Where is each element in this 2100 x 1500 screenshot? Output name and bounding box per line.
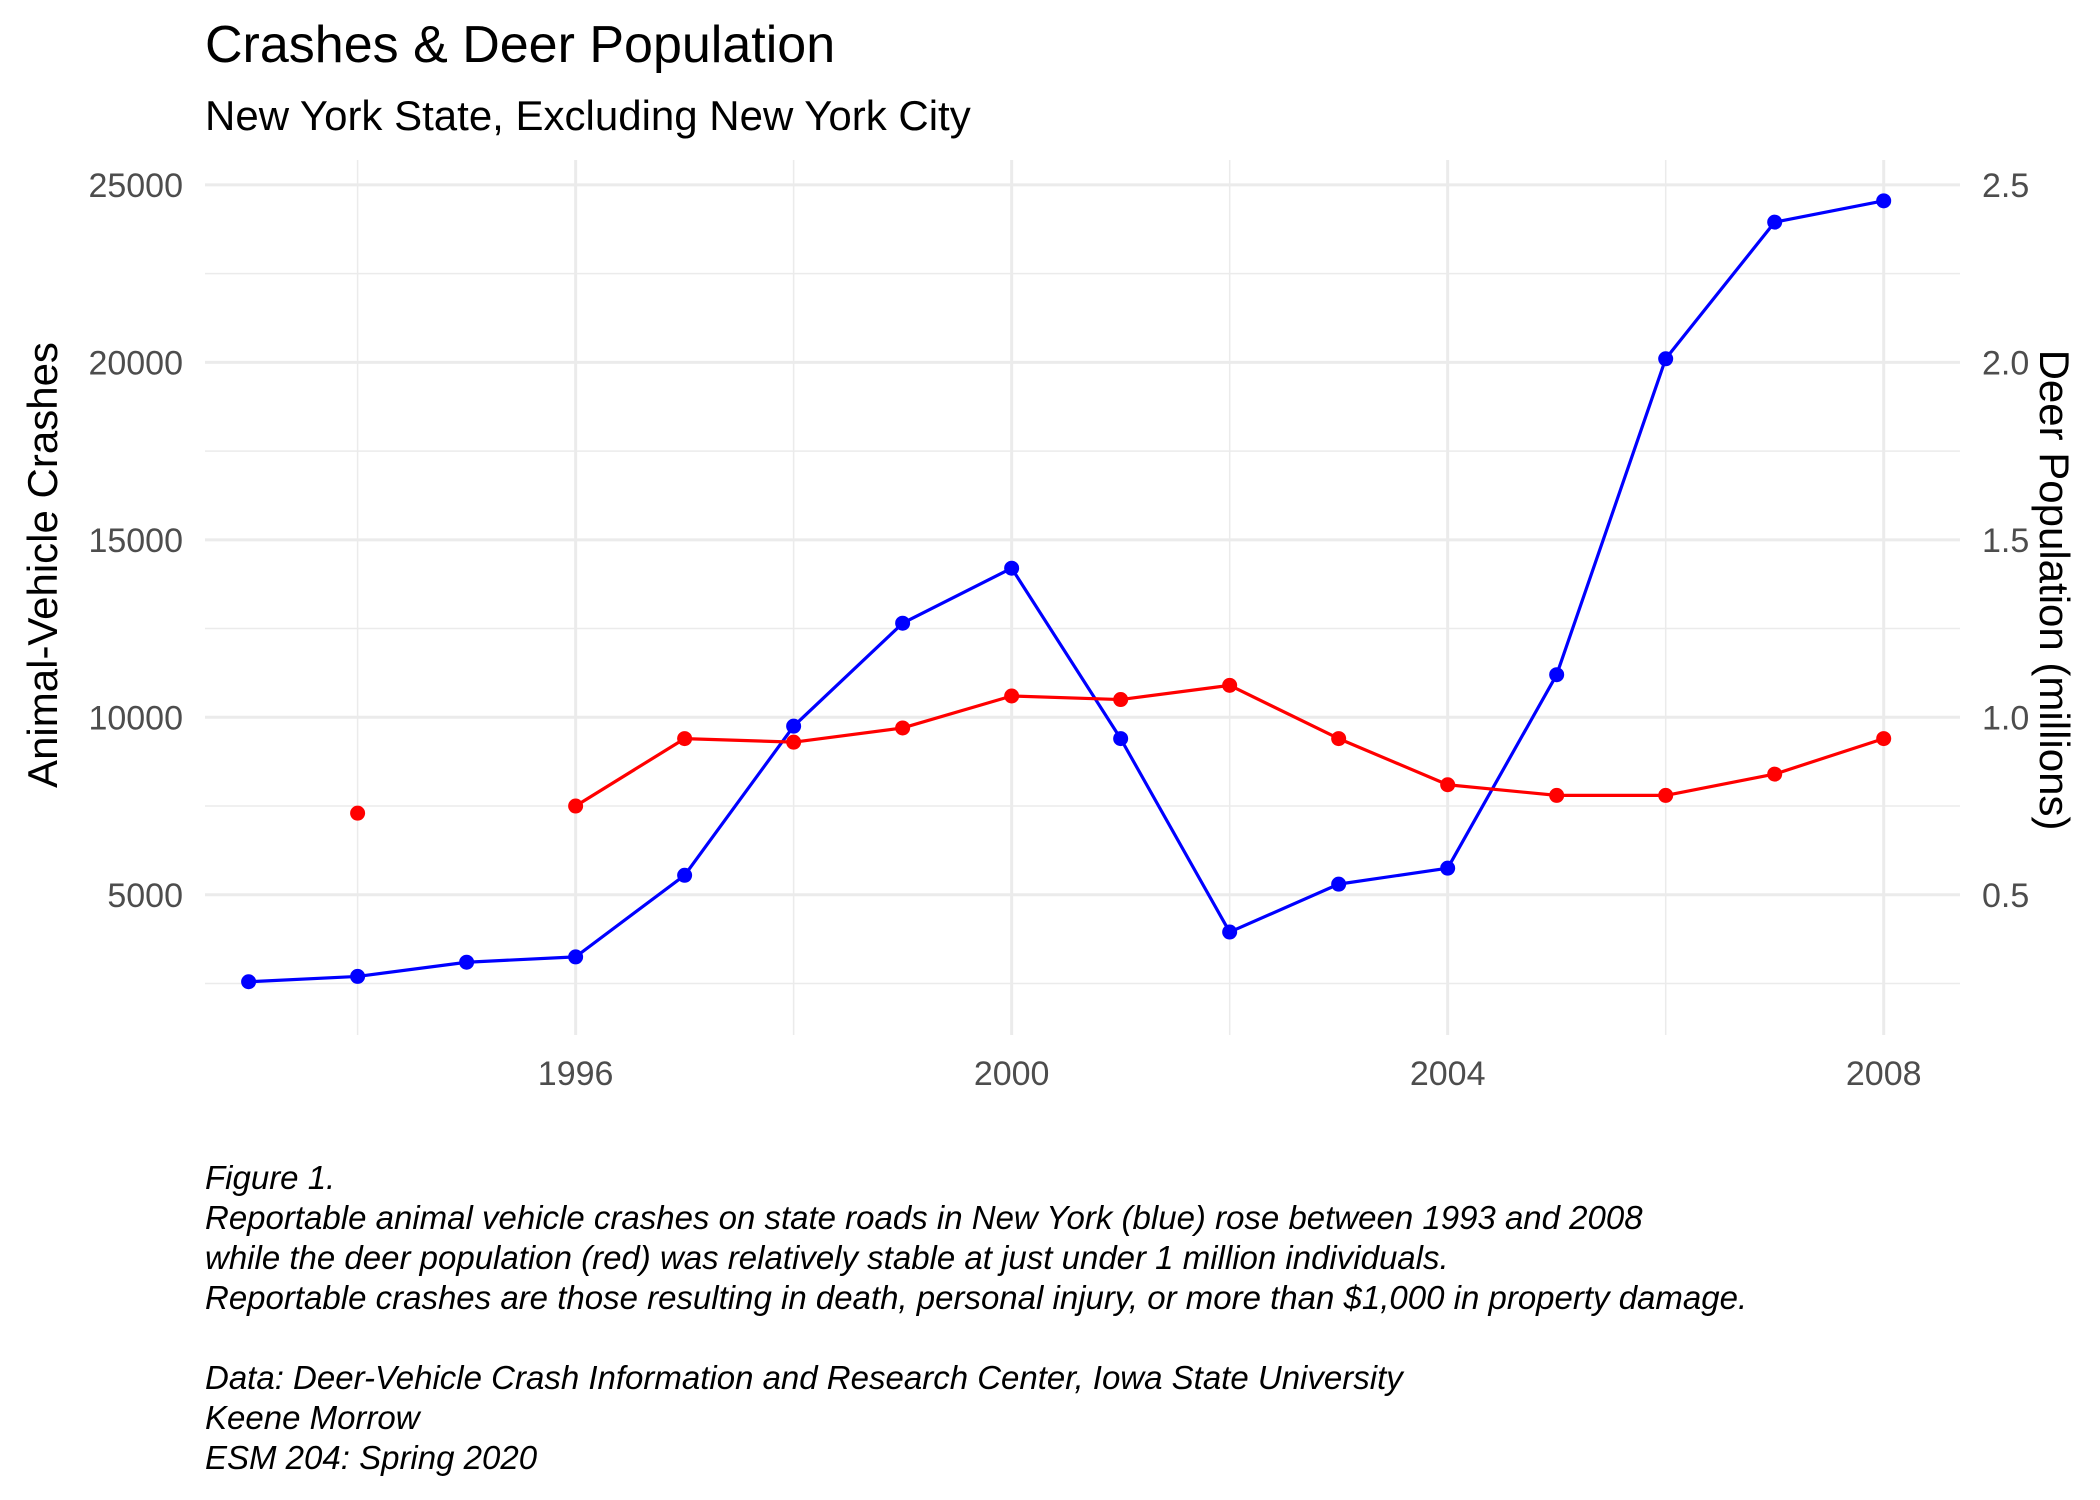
crashes-point bbox=[1440, 860, 1456, 876]
y-tick-label: 20000 bbox=[88, 344, 183, 382]
caption-line: Figure 1. bbox=[205, 1159, 336, 1196]
crashes-point bbox=[1004, 560, 1020, 576]
deer-population-point bbox=[1876, 731, 1892, 747]
crashes-point bbox=[895, 615, 911, 631]
series bbox=[241, 193, 1892, 990]
deer-population-point bbox=[1440, 777, 1456, 793]
caption-line: Reportable animal vehicle crashes on sta… bbox=[205, 1199, 1643, 1236]
caption-line: ESM 204: Spring 2020 bbox=[205, 1439, 538, 1476]
crashes-point bbox=[677, 867, 693, 883]
caption-line: Reportable crashes are those resulting i… bbox=[205, 1279, 1748, 1316]
chart-title: Crashes & Deer Population bbox=[205, 16, 835, 74]
deer-population-point bbox=[1004, 688, 1020, 704]
y-tick-label: 15000 bbox=[88, 522, 183, 560]
y2-tick-label: 1.5 bbox=[1982, 522, 2029, 560]
x-tick-label: 2004 bbox=[1410, 1055, 1486, 1093]
deer-population-point bbox=[1222, 677, 1238, 693]
x-tick-label: 2000 bbox=[974, 1055, 1050, 1093]
gridlines bbox=[205, 160, 1960, 1035]
figure-caption: Figure 1. Reportable animal vehicle crash… bbox=[205, 1158, 1747, 1478]
y2-tick-label: 2.5 bbox=[1982, 167, 2029, 205]
crashes-point bbox=[568, 949, 584, 965]
crashes-point bbox=[350, 968, 366, 984]
y-tick-label: 10000 bbox=[88, 699, 183, 737]
crashes-point bbox=[241, 974, 257, 990]
y2-tick-label: 0.5 bbox=[1982, 877, 2029, 915]
x-tick-label: 1996 bbox=[538, 1055, 614, 1093]
crashes-line bbox=[248, 199, 1885, 984]
deer-population-point bbox=[1767, 766, 1783, 782]
deer-population-point bbox=[350, 805, 366, 821]
caption-line: Data: Deer-Vehicle Crash Information and… bbox=[205, 1359, 1403, 1396]
caption-line: Keene Morrow bbox=[205, 1399, 420, 1436]
caption-line bbox=[205, 1318, 1747, 1358]
crashes-point bbox=[1876, 193, 1892, 209]
deer-population-point bbox=[895, 720, 911, 736]
y2-tick-label: 2.0 bbox=[1982, 344, 2029, 382]
deer-population-point bbox=[786, 734, 802, 750]
chart-subtitle: New York State, Excluding New York City bbox=[205, 92, 971, 139]
caption-line: while the deer population (red) was rela… bbox=[205, 1239, 1449, 1276]
crashes-point bbox=[1549, 667, 1565, 683]
crashes-point bbox=[1222, 924, 1238, 940]
crashes-point bbox=[1658, 351, 1674, 367]
y-tick-label: 25000 bbox=[88, 167, 183, 205]
deer-population-point bbox=[677, 731, 693, 747]
deer-population-point bbox=[1549, 787, 1565, 803]
y-tick-label: 5000 bbox=[107, 877, 183, 915]
crashes-point bbox=[786, 718, 802, 734]
crashes-point bbox=[459, 954, 475, 970]
deer-population-point bbox=[1331, 731, 1347, 747]
crashes-point bbox=[1767, 214, 1783, 230]
y2-axis-title: Deer Population (millions) bbox=[2031, 350, 2078, 831]
deer-population-point bbox=[1658, 787, 1674, 803]
y2-tick-label: 1.0 bbox=[1982, 699, 2029, 737]
x-tick-label: 2008 bbox=[1846, 1055, 1922, 1093]
crashes-point bbox=[1113, 731, 1129, 747]
y-axis-title: Animal-Vehicle Crashes bbox=[19, 342, 66, 788]
deer-population-point bbox=[1113, 692, 1129, 708]
tick-labels: 1996 2000 2004 2008 5000 10000 15000 20000 25000… bbox=[88, 167, 2029, 1093]
crashes-point bbox=[1331, 876, 1347, 892]
deer-population-point bbox=[568, 798, 584, 814]
